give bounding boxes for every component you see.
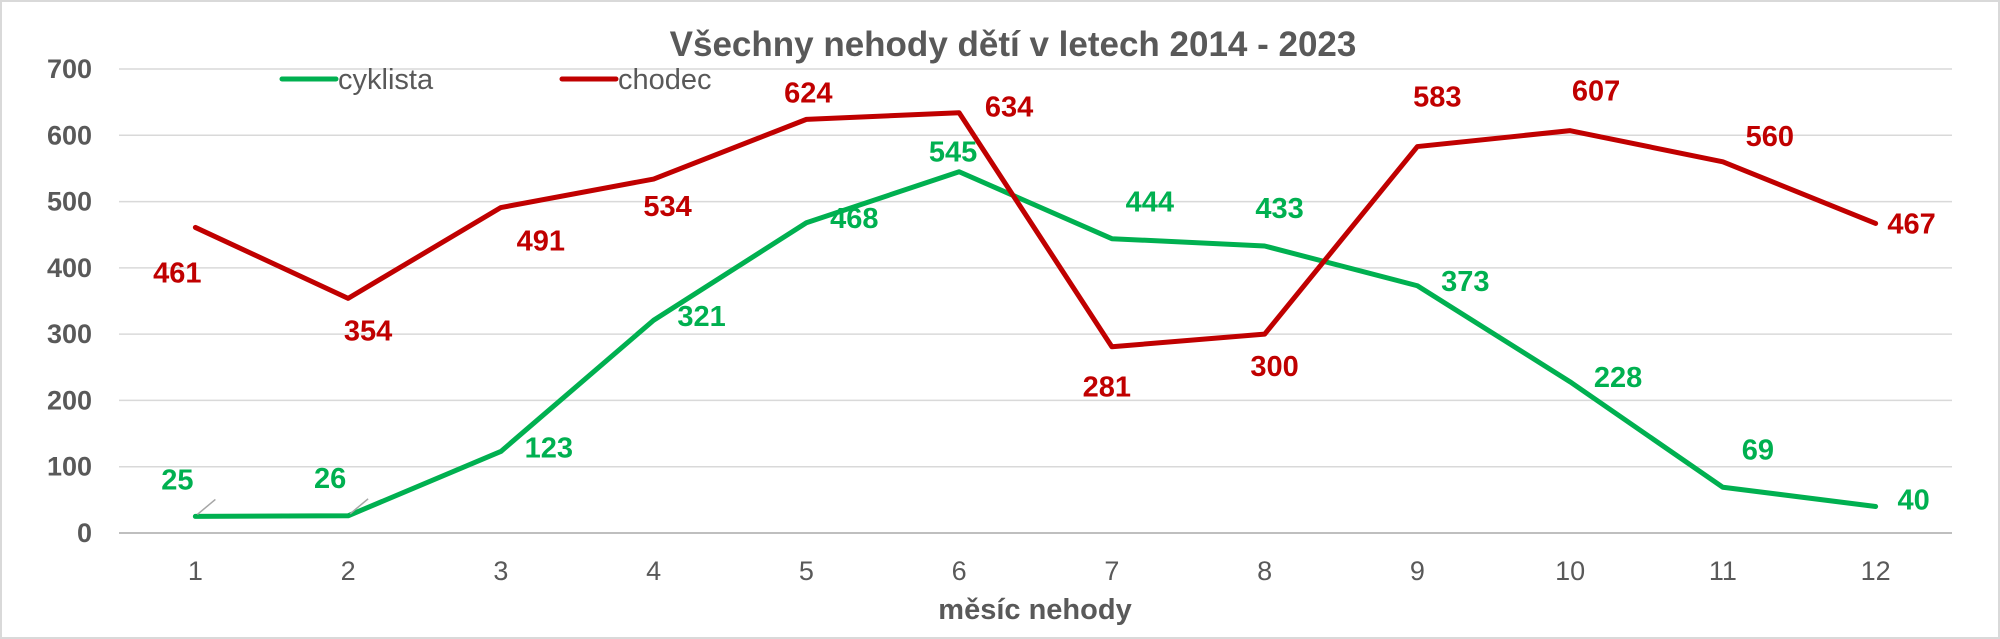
gridlines bbox=[119, 68, 1952, 534]
data-label-cyklista: 433 bbox=[1255, 193, 1303, 225]
x-tick-label: 12 bbox=[1861, 556, 1891, 586]
legend-label-cyklista: cyklista bbox=[338, 64, 434, 96]
x-tick-label: 7 bbox=[1104, 556, 1119, 586]
legend: cyklista chodec bbox=[279, 64, 712, 96]
data-label-cyklista: 321 bbox=[677, 301, 725, 333]
data-label-chodec: 634 bbox=[985, 92, 1033, 124]
data-label-chodec: 624 bbox=[784, 77, 832, 109]
legend-label-chodec: chodec bbox=[618, 64, 712, 96]
data-label-cyklista: 545 bbox=[929, 137, 977, 169]
data-labels: 25 26 123 321 468 545 444 433 373 228 69 40 461 354 49… bbox=[153, 76, 1936, 517]
series-lines bbox=[192, 110, 1879, 519]
x-axis-label: měsíc nehody bbox=[938, 594, 1131, 626]
x-tick-label: 4 bbox=[646, 556, 661, 586]
y-tick-label: 300 bbox=[47, 319, 92, 349]
series-line-cyklista bbox=[192, 169, 1879, 519]
x-tick-label: 9 bbox=[1410, 556, 1425, 586]
data-label-cyklista: 40 bbox=[1897, 484, 1929, 516]
data-label-chodec: 300 bbox=[1250, 351, 1298, 383]
data-label-chodec: 583 bbox=[1413, 82, 1461, 114]
data-label-cyklista: 25 bbox=[161, 464, 193, 496]
series-line-chodec bbox=[192, 110, 1879, 350]
chart-title: Všechny nehody dětí v letech 2014 - 2023 bbox=[670, 25, 1357, 64]
y-tick-label: 500 bbox=[47, 187, 92, 217]
y-tick-label: 400 bbox=[47, 253, 92, 283]
y-tick-label: 0 bbox=[77, 518, 92, 548]
x-tick-label: 1 bbox=[188, 556, 203, 586]
data-label-cyklista: 444 bbox=[1126, 187, 1174, 219]
x-tick-label: 8 bbox=[1257, 556, 1272, 586]
data-label-chodec: 281 bbox=[1083, 372, 1131, 404]
data-label-cyklista: 123 bbox=[525, 432, 573, 464]
data-label-chodec: 461 bbox=[153, 257, 201, 289]
x-tick-label: 6 bbox=[952, 556, 967, 586]
y-tick-label: 700 bbox=[47, 54, 92, 84]
x-axis-ticks: 1 2 3 4 5 6 7 8 9 10 11 12 bbox=[188, 556, 1891, 586]
data-label-chodec: 607 bbox=[1572, 76, 1620, 108]
data-label-chodec: 354 bbox=[344, 315, 392, 347]
y-axis-ticks: 0 100 200 300 400 500 600 700 bbox=[47, 54, 92, 548]
label-leader-line bbox=[196, 498, 216, 516]
data-label-chodec: 467 bbox=[1887, 208, 1935, 240]
data-label-cyklista: 228 bbox=[1594, 362, 1642, 394]
data-label-cyklista: 373 bbox=[1441, 266, 1489, 298]
y-tick-label: 600 bbox=[47, 120, 92, 150]
data-label-chodec: 534 bbox=[643, 191, 691, 223]
y-tick-label: 100 bbox=[47, 452, 92, 482]
data-label-chodec: 491 bbox=[517, 226, 565, 258]
label-leader-line bbox=[349, 498, 369, 515]
data-label-cyklista: 468 bbox=[830, 203, 878, 235]
x-tick-label: 2 bbox=[341, 556, 356, 586]
data-label-cyklista: 69 bbox=[1742, 434, 1774, 466]
data-label-cyklista: 26 bbox=[314, 463, 346, 495]
x-tick-label: 5 bbox=[799, 556, 814, 586]
x-tick-label: 3 bbox=[493, 556, 508, 586]
data-label-chodec: 560 bbox=[1746, 121, 1794, 153]
x-tick-label: 10 bbox=[1555, 556, 1585, 586]
x-tick-label: 11 bbox=[1709, 556, 1737, 586]
y-tick-label: 200 bbox=[47, 385, 92, 415]
